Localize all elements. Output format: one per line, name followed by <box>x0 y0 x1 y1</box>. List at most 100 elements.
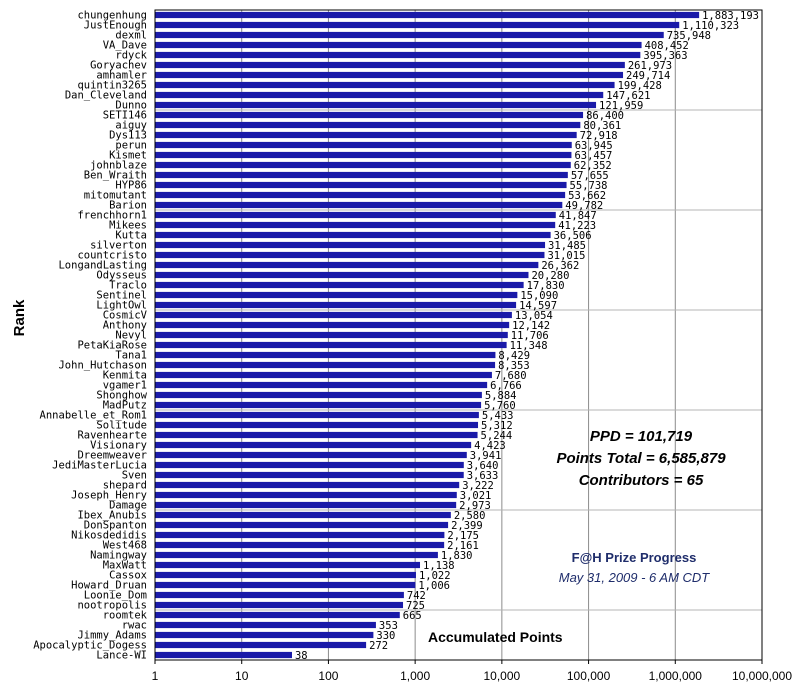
value-label: 53,662 <box>568 190 606 202</box>
category-label: Ravenhearte <box>77 430 147 442</box>
category-label: Traclo <box>109 280 147 292</box>
value-label: 49,782 <box>565 200 603 212</box>
category-label: Nikosdedidis <box>71 530 147 542</box>
bar <box>155 561 421 569</box>
value-label: 725 <box>406 600 425 612</box>
category-label: Odysseus <box>96 270 147 282</box>
category-label: Kutta <box>115 230 147 242</box>
category-label: Annabelle_et_Rom1 <box>40 410 147 422</box>
value-label: 1,022 <box>419 570 451 582</box>
ppd-stat: PPD = 101,719 <box>590 428 693 445</box>
value-label: 8,353 <box>498 360 530 372</box>
value-label: 2,399 <box>451 520 483 532</box>
category-label: Dreemweaver <box>77 450 147 462</box>
value-label: 665 <box>403 610 422 622</box>
category-label: Tana1 <box>115 350 147 362</box>
value-label: 2,973 <box>459 500 491 512</box>
value-label: 5,884 <box>485 390 517 402</box>
category-label: quintin3265 <box>77 80 147 92</box>
category-labels: chungenhungJustEnoughdexmlVA_DaverdyckGo… <box>33 10 147 662</box>
value-label: 1,006 <box>418 580 450 592</box>
bar <box>155 271 529 279</box>
value-label: 742 <box>407 590 426 602</box>
value-label: 121,959 <box>599 100 643 112</box>
x-tick-label: 1,000 <box>400 669 430 683</box>
category-label: Dunno <box>115 100 147 112</box>
category-label: LongandLasting <box>58 260 147 272</box>
bar <box>155 481 460 489</box>
category-label: Nevyl <box>115 330 147 342</box>
category-label: JediMasterLucia <box>52 460 147 472</box>
category-label: Damage <box>109 500 147 512</box>
category-label: HYP86 <box>115 180 147 192</box>
bar <box>155 521 449 529</box>
bar <box>155 171 568 179</box>
bar <box>155 141 572 149</box>
bar <box>155 551 438 559</box>
plot-frame <box>154 9 763 661</box>
bar <box>155 121 581 129</box>
value-label: 1,830 <box>441 550 473 562</box>
bar <box>155 601 404 609</box>
value-label: 55,738 <box>570 180 608 192</box>
value-label: 12,142 <box>512 320 550 332</box>
bar <box>155 571 416 579</box>
value-label: 261,973 <box>628 60 672 72</box>
category-label: Mikees <box>109 220 147 232</box>
category-label: silverton <box>90 240 147 252</box>
category-label: MadPutz <box>103 400 147 412</box>
bar <box>155 591 404 599</box>
category-label: Lance-WI <box>96 650 147 662</box>
value-label: 31,015 <box>547 250 585 262</box>
value-label: 63,945 <box>575 140 613 152</box>
category-label: perun <box>115 140 147 152</box>
value-label: 38 <box>295 650 308 662</box>
category-label: CosmicV <box>103 310 148 322</box>
category-label: DonSpanton <box>84 520 147 532</box>
category-label: nootropolis <box>77 600 147 612</box>
category-label: LightOwl <box>96 300 147 312</box>
x-tick-label: 100 <box>318 669 338 683</box>
value-label: 5,312 <box>481 420 513 432</box>
value-label: 249,714 <box>626 70 670 82</box>
bar <box>155 211 556 219</box>
bar <box>155 411 479 419</box>
category-label: Ibex_Anubis <box>77 510 147 522</box>
bar <box>155 381 488 389</box>
value-label: 3,941 <box>470 450 502 462</box>
value-label: 8,429 <box>498 350 530 362</box>
category-label: Kenmita <box>103 370 147 382</box>
value-label: 147,621 <box>606 90 650 102</box>
value-label: 330 <box>376 630 395 642</box>
value-label: 62,352 <box>574 160 612 172</box>
bar <box>155 401 482 409</box>
category-label: PetaKiaRose <box>77 340 147 352</box>
value-label: 2,161 <box>447 540 479 552</box>
value-label: 408,452 <box>645 40 689 52</box>
category-label: dexml <box>115 30 147 42</box>
bar <box>155 441 472 449</box>
bar <box>155 101 597 109</box>
category-label: johnblaze <box>90 160 147 172</box>
category-label: Anthony <box>103 320 147 332</box>
category-label: Namingway <box>90 550 147 562</box>
category-label: Sentinel <box>96 290 147 302</box>
category-label: Barion <box>109 200 147 212</box>
bar <box>155 311 512 319</box>
bar <box>155 241 546 249</box>
bar <box>155 471 464 479</box>
bar <box>155 191 566 199</box>
bar <box>155 291 518 299</box>
bars <box>155 11 700 659</box>
value-label: 6,766 <box>490 380 522 392</box>
value-label: 3,640 <box>467 460 499 472</box>
x-tick-label: 1 <box>152 669 159 683</box>
bar <box>155 231 551 239</box>
value-label: 3,633 <box>467 470 499 482</box>
category-label: West468 <box>103 540 147 552</box>
bar <box>155 31 664 39</box>
bar <box>155 91 604 99</box>
caption-title: F@H Prize Progress <box>572 550 697 565</box>
x-tick-label: 100,000 <box>567 669 611 683</box>
category-label: Cassox <box>109 570 147 582</box>
